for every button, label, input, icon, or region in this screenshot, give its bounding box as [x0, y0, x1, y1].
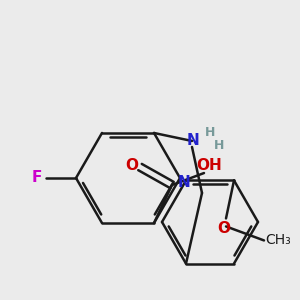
Text: O: O	[218, 221, 230, 236]
Text: O: O	[125, 158, 139, 172]
Text: CH₃: CH₃	[265, 233, 291, 248]
Text: H: H	[214, 139, 224, 152]
Text: N: N	[178, 175, 190, 190]
Text: OH: OH	[196, 158, 222, 172]
Text: F: F	[32, 170, 42, 185]
Text: N: N	[187, 134, 200, 148]
Text: H: H	[205, 127, 215, 140]
